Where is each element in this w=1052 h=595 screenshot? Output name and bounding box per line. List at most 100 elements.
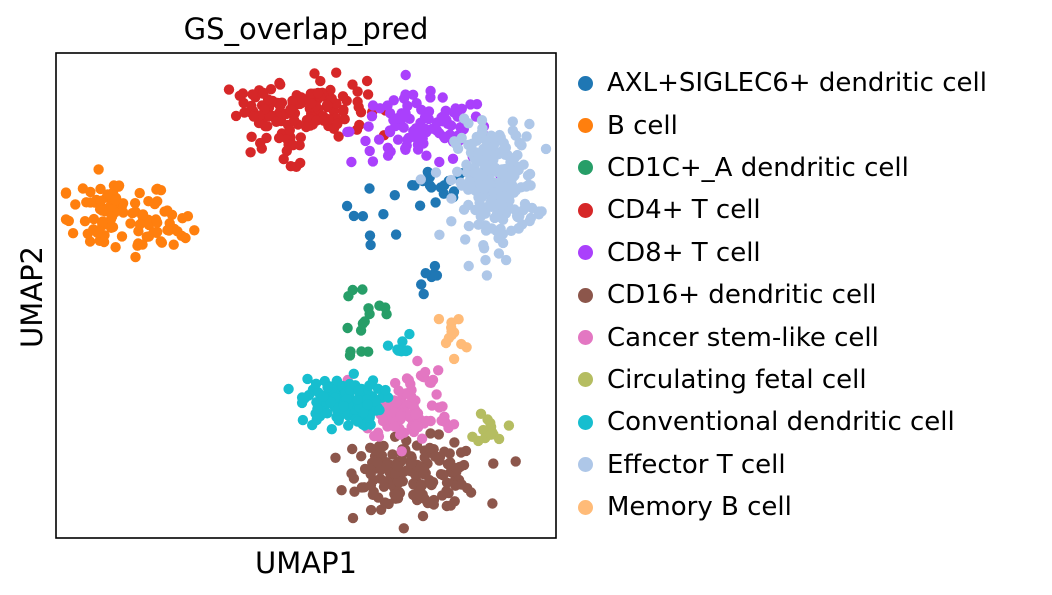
- scatter-point: [400, 89, 411, 100]
- scatter-point: [348, 210, 360, 222]
- scatter-point: [456, 103, 467, 115]
- scatter-point: [414, 200, 426, 211]
- scatter-point: [418, 463, 430, 475]
- legend-label: AXL+SIGLEC6+ dendritic cell: [607, 68, 987, 99]
- scatter-point: [433, 313, 445, 325]
- legend-item: Circulating fetal cell: [578, 359, 987, 401]
- scatter-point: [412, 355, 423, 367]
- scatter-point: [449, 496, 460, 507]
- scatter-point: [333, 415, 344, 426]
- scatter-point: [456, 338, 467, 350]
- scatter-point: [377, 415, 389, 427]
- scatter-point: [380, 384, 391, 396]
- scatter-point: [433, 429, 444, 440]
- scatter-point: [489, 163, 500, 174]
- scatter-point: [416, 279, 427, 290]
- scatter-point: [378, 481, 390, 492]
- scatter-point: [106, 211, 118, 222]
- scatter-point: [284, 125, 295, 136]
- scatter-point: [302, 373, 313, 385]
- scatter-point: [356, 451, 367, 462]
- scatter-point: [418, 288, 429, 300]
- scatter-point: [430, 197, 441, 208]
- scatter-point: [485, 429, 497, 440]
- legend-label: CD8+ T cell: [607, 237, 761, 268]
- scatter-point: [360, 135, 371, 147]
- scatter-point: [442, 459, 454, 470]
- scatter-point: [480, 254, 491, 266]
- scatter-point: [487, 498, 498, 509]
- scatter-point: [451, 462, 462, 474]
- scatter-point: [246, 100, 257, 112]
- scatter-point: [143, 196, 154, 207]
- plot-frame: [55, 52, 557, 539]
- scatter-point: [428, 499, 439, 510]
- scatter-point: [275, 79, 286, 90]
- scatter-point: [500, 254, 512, 266]
- legend-label: Cancer stem-like cell: [607, 322, 879, 353]
- scatter-point: [363, 121, 374, 132]
- scatter-point: [367, 156, 379, 167]
- scatter-point: [381, 309, 392, 320]
- legend-label: Memory B cell: [607, 492, 792, 523]
- scatter-point: [513, 223, 524, 234]
- legend-label: CD1C+_A dendritic cell: [607, 152, 909, 183]
- scatter-point: [342, 126, 353, 138]
- scatter-point: [488, 458, 499, 469]
- scatter-point: [445, 174, 457, 186]
- scatter-point: [452, 143, 464, 154]
- scatter-point: [403, 132, 414, 144]
- scatter-point: [325, 396, 337, 408]
- scatter-point: [431, 117, 443, 128]
- scatter-point: [489, 212, 500, 224]
- scatter-point: [303, 389, 315, 401]
- scatter-point: [84, 236, 96, 247]
- scatter-point: [342, 322, 353, 334]
- legend-swatch: [578, 245, 593, 261]
- scatter-point: [337, 91, 349, 102]
- scatter-point: [473, 192, 484, 203]
- scatter-point: [500, 142, 512, 153]
- scatter-point: [370, 396, 381, 407]
- scatter-point: [503, 420, 515, 431]
- scatter-point: [258, 88, 269, 99]
- scatter-point: [365, 442, 376, 453]
- scatter-point: [478, 424, 489, 436]
- scatter-point: [434, 402, 445, 413]
- scatter-point: [407, 89, 419, 101]
- scatter-point: [503, 192, 514, 203]
- scatter-point: [223, 84, 235, 95]
- scatter-point: [420, 268, 431, 279]
- scatter-point: [367, 489, 379, 500]
- scatter-point: [180, 232, 191, 244]
- scatter-point: [526, 202, 538, 214]
- scatter-point: [400, 108, 411, 119]
- scatter-point: [389, 190, 400, 201]
- scatter-point: [247, 89, 258, 100]
- scatter-point: [312, 403, 323, 414]
- scatter-point: [485, 417, 496, 429]
- legend-item: CD4+ T cell: [578, 189, 987, 231]
- legend-label: CD16+ dendritic cell: [607, 280, 877, 311]
- scatter-point: [352, 86, 363, 97]
- scatter-point: [172, 226, 183, 237]
- scatter-point: [533, 209, 545, 220]
- scatter-point: [452, 166, 463, 177]
- scatter-point: [364, 380, 375, 391]
- scatter-point: [246, 131, 257, 142]
- scatter-point: [388, 95, 399, 106]
- scatter-point: [70, 199, 81, 210]
- scatter-point: [134, 219, 146, 230]
- scatter-point: [407, 180, 418, 191]
- scatter-point: [390, 488, 401, 500]
- scatter-point: [456, 132, 467, 144]
- scatter-point: [148, 227, 160, 238]
- scatter-point: [374, 404, 385, 416]
- scatter-point: [353, 385, 364, 396]
- scatter-point: [480, 135, 491, 146]
- scatter-point: [420, 366, 431, 378]
- scatter-point: [524, 118, 535, 130]
- scatter-point: [417, 122, 428, 134]
